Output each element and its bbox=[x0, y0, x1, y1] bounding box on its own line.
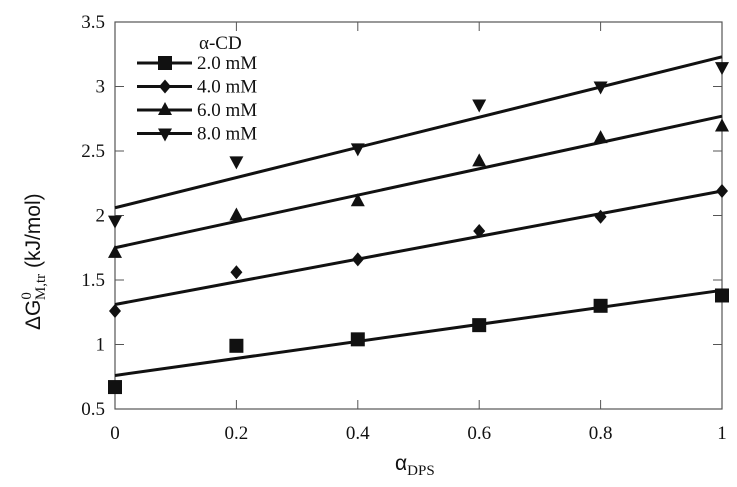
x-axis-label: αDPS bbox=[395, 452, 435, 479]
data-point bbox=[108, 244, 122, 258]
legend-label: 4.0 mM bbox=[197, 77, 257, 98]
data-point bbox=[715, 62, 729, 76]
data-point bbox=[108, 215, 122, 229]
legend-marker bbox=[158, 102, 172, 115]
data-point bbox=[229, 338, 244, 353]
legend-marker bbox=[158, 56, 172, 70]
y-tick-label: 1.5 bbox=[81, 270, 105, 291]
y-tick-label: 0.5 bbox=[81, 399, 105, 420]
data-point bbox=[229, 207, 244, 221]
data-point bbox=[350, 143, 365, 157]
y-axis-label: ΔG0M,tr (kJ/mol) bbox=[19, 193, 49, 330]
data-point bbox=[230, 265, 243, 280]
fit-line-80mM bbox=[114, 55, 723, 210]
legend: 2.0 mM 4.0 mM6.0 mM 8.0 mM α-CD bbox=[137, 33, 257, 145]
data-point bbox=[715, 288, 729, 303]
y-tick-label: 2 bbox=[96, 206, 106, 227]
legend-label: 2.0 mM bbox=[197, 53, 257, 74]
legend-label: 6.0 mM bbox=[197, 100, 257, 121]
data-point bbox=[472, 318, 487, 333]
y-tick-label: 3.5 bbox=[81, 12, 105, 33]
data-point bbox=[715, 118, 729, 132]
data-point bbox=[716, 183, 728, 198]
fit-line-40mM bbox=[114, 189, 723, 306]
data-point bbox=[593, 298, 608, 313]
data-point bbox=[351, 252, 364, 267]
x-tick-label: 0.2 bbox=[225, 423, 249, 444]
data-point bbox=[229, 156, 244, 170]
x-tick-label: 0.6 bbox=[467, 423, 491, 444]
x-tick-label: 0.4 bbox=[346, 423, 370, 444]
data-point bbox=[472, 153, 487, 167]
fit-line-60mM bbox=[114, 114, 723, 250]
x-tick-label: 0 bbox=[110, 423, 120, 444]
data-point bbox=[593, 81, 608, 95]
y-tick-label: 1 bbox=[96, 335, 106, 356]
legend-marker bbox=[158, 128, 172, 142]
x-tick-label: 1 bbox=[717, 423, 727, 444]
data-point bbox=[350, 332, 365, 347]
data-point bbox=[594, 209, 607, 224]
data-point bbox=[108, 380, 122, 395]
data-point bbox=[472, 99, 487, 113]
y-tick-label: 2.5 bbox=[81, 141, 105, 162]
legend-title: α-CD bbox=[199, 33, 242, 54]
data-point bbox=[109, 303, 121, 318]
data-point bbox=[350, 193, 365, 207]
x-tick-label: 0.8 bbox=[589, 423, 613, 444]
data-point bbox=[593, 130, 608, 144]
data-point bbox=[473, 223, 486, 238]
y-tick-label: 3 bbox=[96, 77, 106, 98]
legend-label: 8.0 mM bbox=[197, 124, 257, 145]
legend-marker bbox=[159, 79, 171, 94]
fit-line-20mM bbox=[114, 288, 723, 377]
